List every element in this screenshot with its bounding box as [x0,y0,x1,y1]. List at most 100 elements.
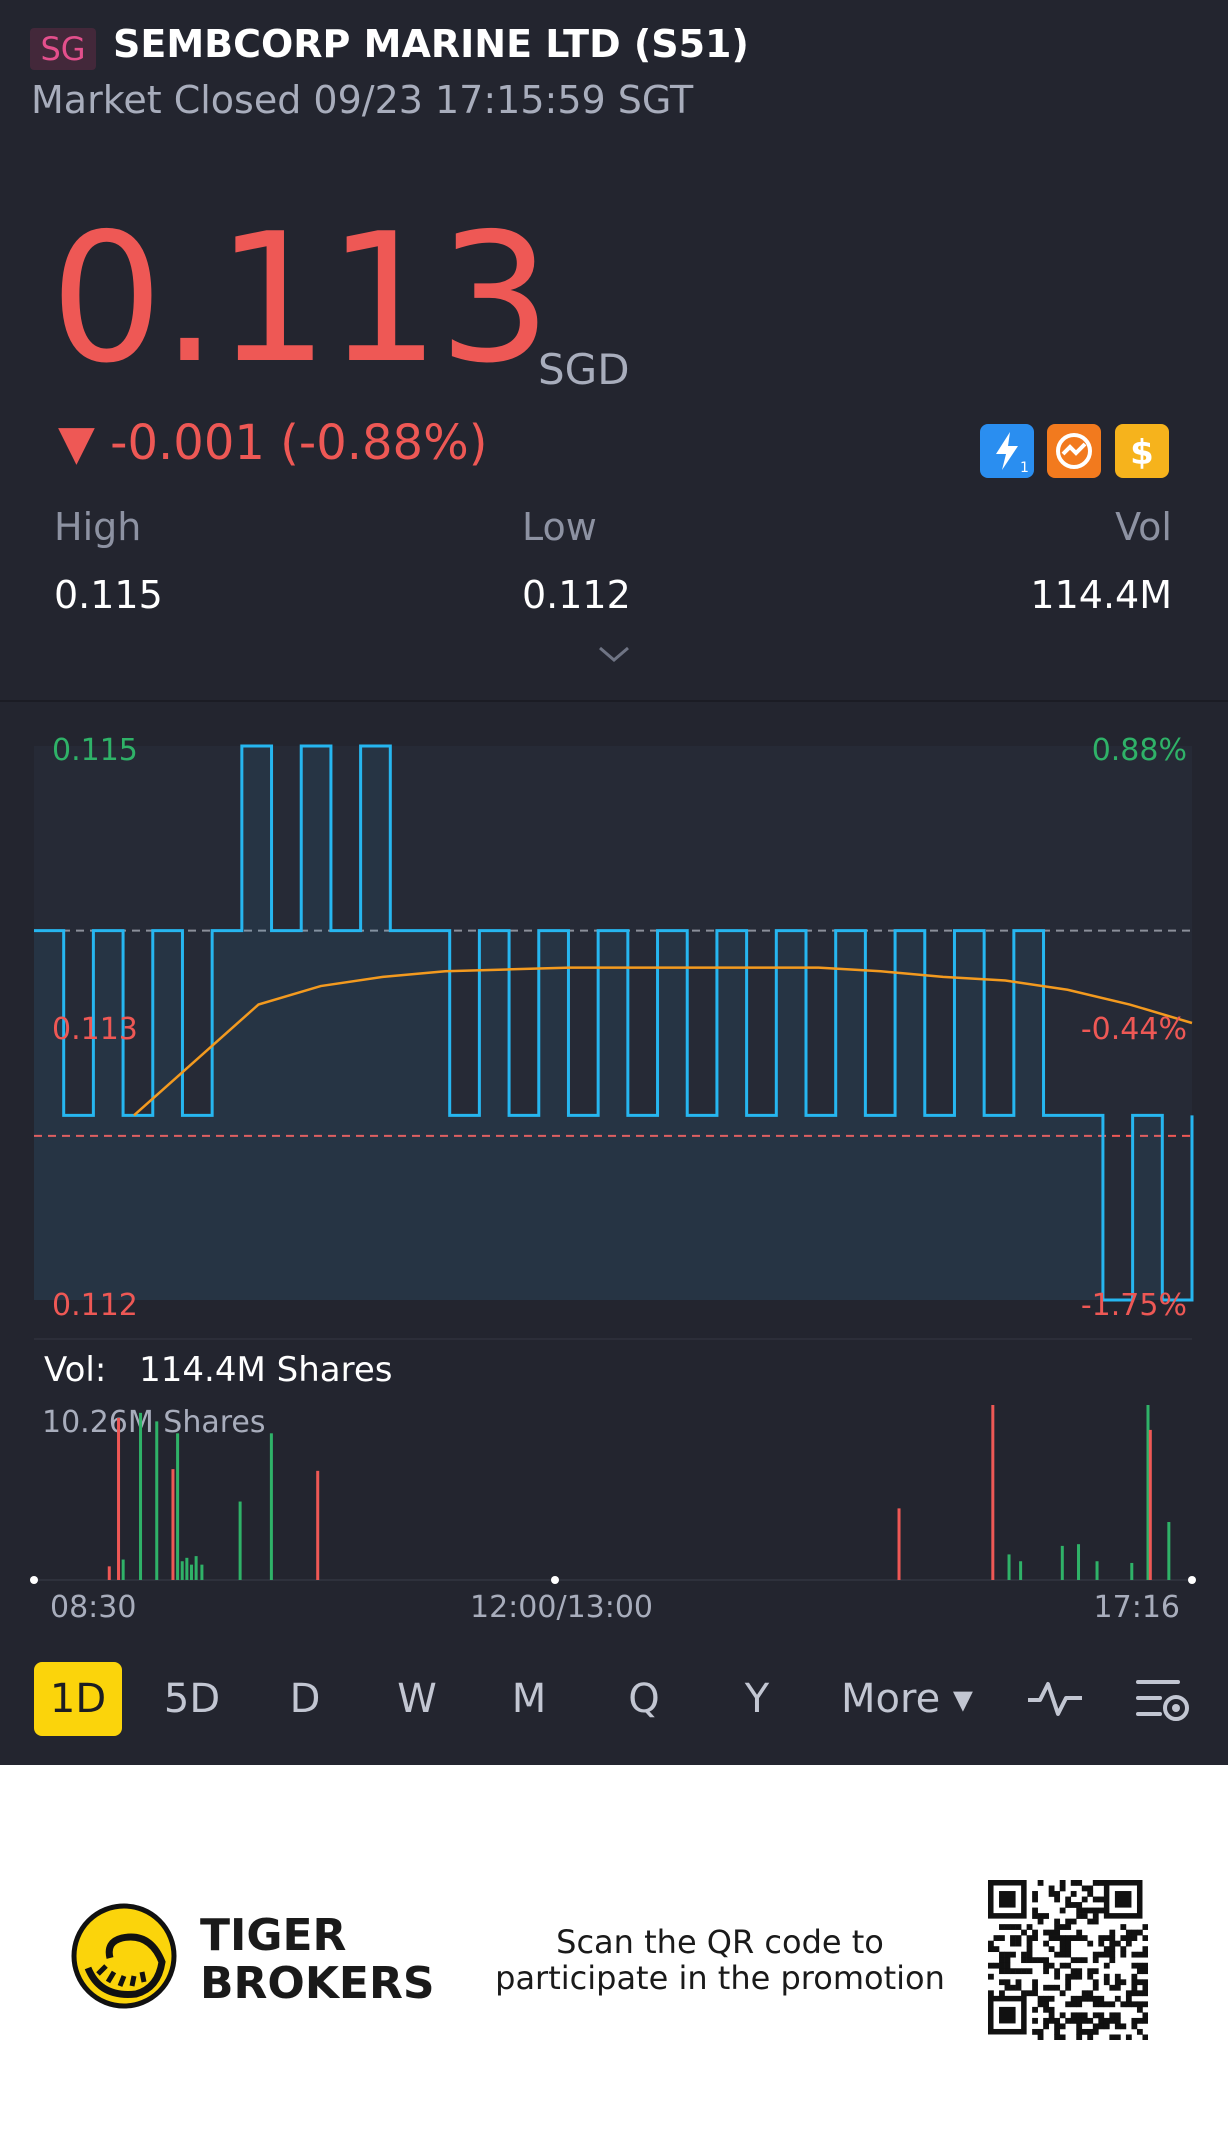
qr-module [1142,1924,1148,1930]
volume-bar-12 [238,1501,242,1580]
qr-module [1059,1940,1066,1947]
qr-module [1026,1951,1033,1958]
qr-module [1076,1913,1083,1919]
qr-module [1076,2023,1083,2030]
qr-module [1043,1984,1049,1991]
qr-module [1032,1990,1038,1997]
time-marker-1 [551,1576,559,1584]
pct-axis-top: 0.88% [1091,733,1187,768]
qr-module [1142,1946,1148,1953]
qr-module [1004,1924,1011,1930]
qr-module [1043,2023,1049,2030]
price-chart[interactable] [0,700,1228,1340]
period-w-button[interactable]: W [397,1676,437,1722]
qr-module [1087,1973,1094,1980]
average-price-line [133,966,1193,1117]
qr-module [1054,1935,1061,1941]
qr-module [1131,1962,1138,1969]
period-m-button[interactable]: M [511,1676,547,1722]
volume-caption: Vol: [44,1350,107,1390]
qr-module [1087,2028,1094,2035]
qr-module [1076,2017,1083,2024]
qr-module [999,1951,1005,1958]
expand-chevron-icon[interactable] [596,642,632,670]
qr-module [1048,2006,1055,2013]
chart-settings-icon[interactable] [1132,1672,1194,1730]
qr-module [1081,1957,1088,1964]
lightning-icon[interactable]: 1 [980,424,1034,478]
qr-module [1136,1962,1143,1969]
qr-module [1098,1935,1105,1941]
volume-bar-3 [139,1412,143,1580]
qr-finder-core-2 [999,2006,1016,2024]
qr-module [999,1979,1005,1986]
qr-module [1098,2001,1105,2008]
qr-module [1054,1968,1061,1975]
qr-module [1109,1957,1116,1964]
qr-module [1026,1940,1033,1947]
high-label: High [54,505,142,549]
qr-module [1142,1979,1148,1986]
period-y-button[interactable]: Y [744,1676,770,1722]
qr-module [1015,1940,1022,1947]
qr-module [1059,1907,1066,1914]
qr-module [1076,1929,1083,1936]
period-5d-button[interactable]: 5D [163,1676,221,1722]
qr-module [999,1962,1005,1969]
time-marker-2 [1188,1576,1196,1584]
qr-module [1109,1946,1116,1953]
qr-module [1032,1984,1038,1991]
qr-module [1136,1968,1143,1975]
qr-module [1092,2012,1099,2019]
qr-module [1092,1979,1099,1986]
qr-module [1010,1940,1016,1947]
qr-module [1054,1973,1061,1980]
qr-module [1109,2034,1116,2040]
qr-module [1092,2028,1099,2035]
qr-module [1026,1968,1033,1975]
dollar-icon[interactable]: $ [1115,424,1169,478]
qr-module [1037,1913,1044,1919]
qr-module [1065,2001,1072,2008]
qr-module [1048,1935,1055,1941]
qr-module [1142,2017,1148,2024]
period-more-button[interactable]: More ▾ [841,1676,973,1722]
qr-module [1010,1935,1016,1941]
qr-module [1032,1979,1038,1986]
stock-chart-icon[interactable] [1047,424,1101,478]
qr-module [1098,1951,1105,1958]
qr-module [1032,2028,1038,2035]
last-price: 0.113 [50,195,552,402]
time-label-mid: 12:00/13:00 [470,1590,654,1625]
qr-module [1087,1885,1094,1892]
qr-module [1109,1935,1116,1941]
qr-module [1131,1990,1138,1997]
stock-title: SEMBCORP MARINE LTD (S51) [113,22,749,66]
qr-module [1131,1929,1138,1936]
qr-module [1048,1929,1055,1936]
period-d-button[interactable]: D [289,1676,321,1722]
qr-module [1081,2028,1088,2035]
qr-module [1026,1957,1033,1964]
indicator-icon[interactable] [1024,1674,1088,1728]
qr-module [1087,2017,1094,2024]
qr-module [1136,1951,1143,1958]
qr-module [1076,1935,1083,1941]
volume-bar-16 [991,1405,995,1580]
qr-module [1065,1924,1072,1930]
qr-module [1004,1979,1011,1986]
volume-chart[interactable] [0,1400,1228,1590]
qr-module [1092,1951,1099,1958]
volume-bar-21 [1095,1561,1099,1580]
promo-text-line-2: participate in the promotion [495,1959,945,1997]
qr-module [1103,1951,1110,1958]
qr-code-icon[interactable] [988,1880,1148,2040]
qr-module [1131,1951,1138,1958]
qr-module [1076,1880,1083,1886]
qr-module [1087,1968,1094,1975]
qr-module [1120,1946,1127,1953]
period-1d-button[interactable]: 1D [34,1662,122,1736]
period-q-button[interactable]: Q [628,1676,660,1722]
qr-module [1098,1896,1105,1903]
volume-bar-8 [185,1557,189,1580]
